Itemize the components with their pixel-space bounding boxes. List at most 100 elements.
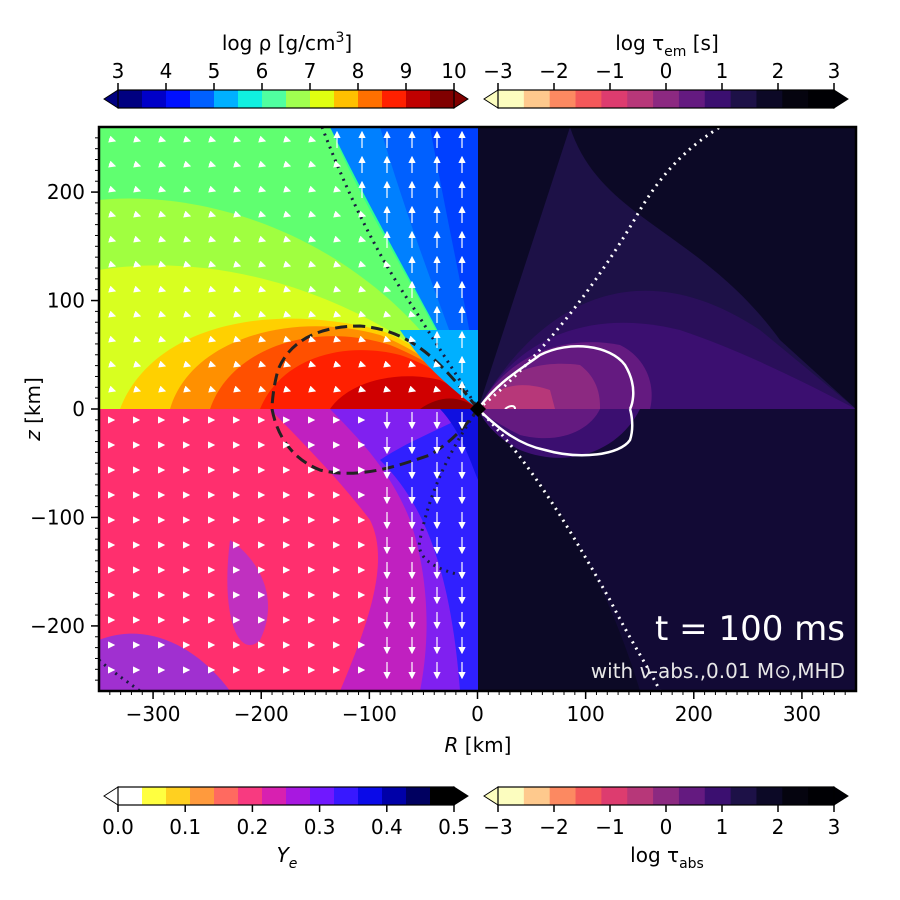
colorbar-ye-tick-label: 0.1 [169,815,201,839]
velocity-arrow [208,285,217,293]
tau-em-quadrant [478,127,856,409]
colorbar-tau-em-cell [808,90,835,108]
velocity-arrow [133,285,142,293]
colorbar-rho-tick-label: 9 [400,59,413,83]
colorbar-rho-outline [117,89,455,109]
velocity-arrow [158,335,167,343]
y-tick-label: 200 [47,180,85,204]
velocity-arrow [358,210,367,218]
velocity-arrow [358,285,367,293]
velocity-arrow [283,210,292,218]
colorbar-tau-abs-cell [627,787,654,805]
colorbar-rho-cell [238,90,263,108]
velocity-arrow [108,385,117,393]
velocity-arrow [158,210,167,218]
velocity-arrow [333,160,342,168]
colorbar-rho-tick-label: 4 [160,59,173,83]
velocity-arrow [158,385,167,393]
velocity-arrow [383,285,392,293]
velocity-arrow [383,335,392,343]
colorbar-ye-cell [430,787,455,805]
colorbar-tau-em-tick-label: −2 [539,59,568,83]
velocity-arrow [308,335,317,343]
colorbar-rho-cell [406,90,431,108]
velocity-arrow [108,310,117,318]
velocity-arrow [333,260,342,268]
colorbar-ye-tick-label: 0.0 [102,815,134,839]
velocity-arrow [208,310,217,318]
velocity-arrow [208,360,217,368]
velocity-arrow [358,335,367,343]
colorbar-ye: 0.0 0.1 0.2 0.3 0.4 0.5 Ye [102,786,470,872]
colorbar-tau-abs-tick-label: 1 [716,815,729,839]
colorbar-tau-abs-label: log τabs [630,843,704,872]
colorbar-rho-cell [166,90,191,108]
colorbar-tau-abs-cell [756,787,783,805]
colorbar-ye-cell [238,787,263,805]
y-axis-ticks: −200 −100 0 100 200 [30,137,99,681]
velocity-arrow [283,285,292,293]
velocity-arrow [108,185,117,193]
colorbar-tau-abs-tick-label: −1 [595,815,624,839]
velocity-arrow [258,385,267,393]
colorbar-ye-cell [166,787,191,805]
velocity-arrow [358,360,367,368]
colorbar-ye-extend-low [103,786,119,806]
colorbar-tau-abs-cell [575,787,602,805]
y-tick-label: −200 [30,614,85,638]
colorbar-tau-abs: −3 −2 −1 0 1 2 3 log τabs [483,786,849,872]
colorbar-rho-extend-low [103,89,119,109]
velocity-arrow [208,135,217,143]
velocity-arrow [258,260,267,268]
velocity-arrow [208,335,217,343]
velocity-arrow [158,310,167,318]
colorbar-tau-abs-cell [808,787,835,805]
velocity-arrows-upper [108,130,466,398]
velocity-arrow [358,310,367,318]
colorbar-tau-abs-ticks: −3 −2 −1 0 1 2 3 [483,805,840,839]
colorbar-rho-cell [430,90,455,108]
colorbar-rho-cell [262,90,287,108]
colorbar-tau-em-cell [782,90,809,108]
colorbar-ye-tick-label: 0.5 [438,815,470,839]
colorbar-tau-em-cell [730,90,757,108]
velocity-arrow [108,260,117,268]
colorbar-rho-cell [334,90,359,108]
velocity-arrow [183,335,192,343]
colorbar-tau-abs-cells [483,786,849,806]
velocity-arrow [133,185,142,193]
velocity-arrow [183,160,192,168]
velocity-arrow [258,160,267,168]
velocity-arrow [158,260,167,268]
velocity-arrow [308,135,317,143]
velocity-arrow [283,235,292,243]
x-axis-ticks: −300 −200 −100 0 100 200 300 [109,691,846,726]
velocity-arrow [283,310,292,318]
velocity-arrow [108,285,117,293]
colorbar-ye-cell [358,787,383,805]
velocity-arrow [208,260,217,268]
velocity-arrow [108,235,117,243]
velocity-arrow [233,360,242,368]
velocity-arrow [183,310,192,318]
x-tick-label: 100 [567,702,605,726]
velocity-arrow [283,135,292,143]
colorbar-tau-abs-cell [498,787,525,805]
density-quadrant [99,127,478,409]
colorbar-ye-cell [118,787,143,805]
velocity-arrow [283,260,292,268]
velocity-arrow [108,210,117,218]
colorbar-ye-cell [310,787,335,805]
colorbar-rho-tick-label: 8 [352,59,365,83]
colorbar-ye-cell [334,787,359,805]
velocity-arrow [108,135,117,143]
velocity-arrow [433,360,442,368]
velocity-arrow [333,285,342,293]
velocity-arrow [333,310,342,318]
colorbar-tau-abs-extend-high [833,786,849,806]
y-tick-label: −100 [30,505,85,529]
colorbar-tau-abs-cell [782,787,809,805]
velocity-arrow [208,160,217,168]
colorbar-rho-cell [286,90,311,108]
colorbar-tau-abs-cell [730,787,757,805]
